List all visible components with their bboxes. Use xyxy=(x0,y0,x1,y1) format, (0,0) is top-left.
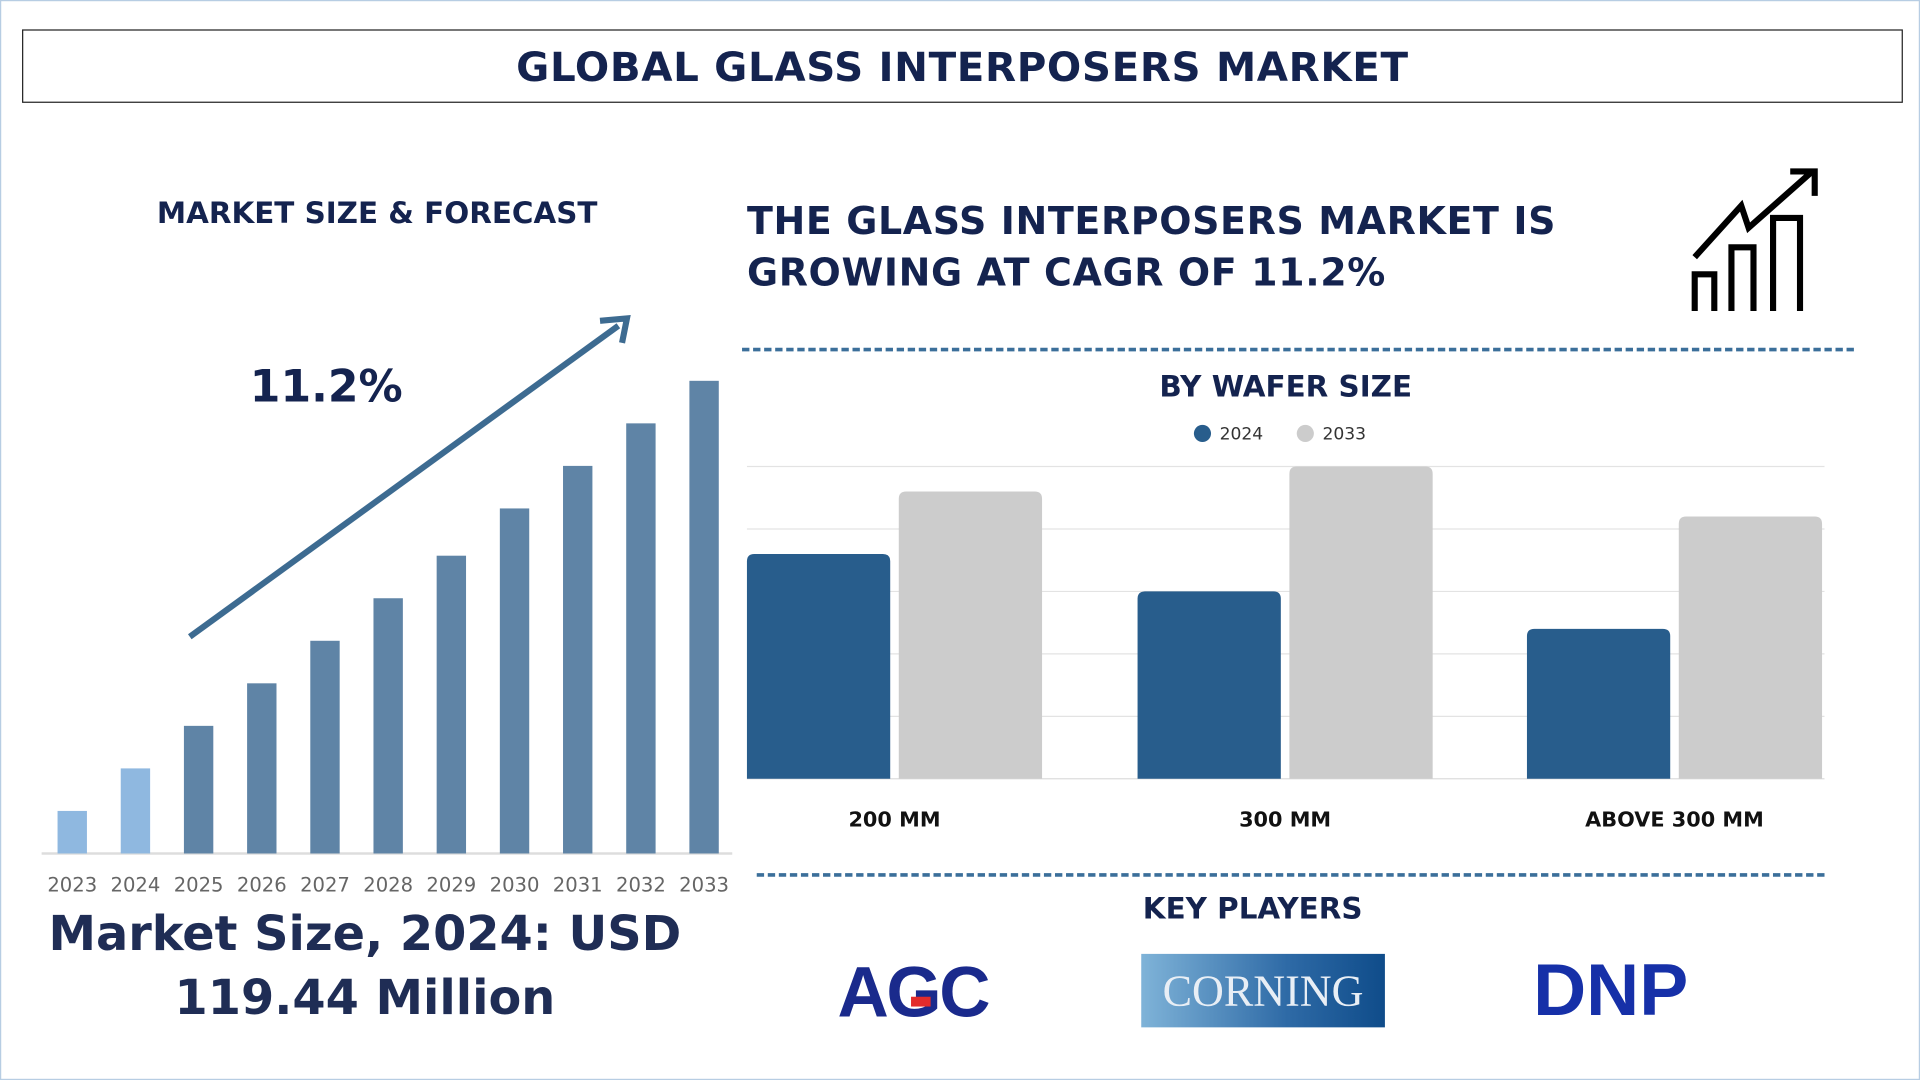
bar-2028 xyxy=(373,598,403,854)
bar-2033-ABOVE 300 MM xyxy=(1678,516,1823,779)
tick-label-2023: 2023 xyxy=(47,873,97,896)
bar-2030 xyxy=(499,508,530,854)
page-title: GLOBAL GLASS INTERPOSERS MARKET xyxy=(22,29,1903,103)
forecast-heading: MARKET SIZE & FORECAST xyxy=(156,195,598,231)
agc-logo-accent xyxy=(911,996,931,1007)
tick-label-2026: 2026 xyxy=(237,873,287,896)
divider xyxy=(742,347,1854,352)
bar-2026 xyxy=(247,683,277,854)
headline-line1: THE GLASS INTERPOSERS MARKET IS xyxy=(746,199,1557,244)
legend-label-2033: 2033 xyxy=(1322,425,1366,445)
market-size-line1: Market Size, 2024: USD xyxy=(48,907,682,963)
bar-2027 xyxy=(310,640,340,854)
tick-label-2028: 2028 xyxy=(363,873,413,896)
bar-2024-ABOVE 300 MM xyxy=(1526,628,1671,779)
bar-2029 xyxy=(436,555,467,854)
bar-2024 xyxy=(120,768,151,854)
tick-label-2027: 2027 xyxy=(300,873,350,896)
tick-label-2032: 2032 xyxy=(616,873,666,896)
category-label: ABOVE 300 MM xyxy=(1585,808,1764,832)
category-label: 300 MM xyxy=(1239,808,1331,832)
corning-logo: CORNING xyxy=(1141,953,1385,1028)
wafer-chart-title: BY WAFER SIZE xyxy=(1159,369,1413,405)
bar-2033-200 MM xyxy=(898,491,1043,779)
arrow-head-icon xyxy=(599,314,631,344)
wafer-size-chart: 200 MM 300 MM ABOVE 300 MM 2024 2033 xyxy=(746,424,1825,832)
bar-2033-300 MM xyxy=(1289,466,1433,779)
cagr-annotation: 11.2% xyxy=(249,362,403,413)
market-size-text: Market Size, 2024: USD 119.44 Million xyxy=(0,904,730,1031)
legend-marker-2033 xyxy=(1296,424,1314,443)
cagr-headline: THE GLASS INTERPOSERS MARKET IS GROWING … xyxy=(747,196,1556,299)
bar-2032 xyxy=(626,423,656,854)
tick-label-2024: 2024 xyxy=(111,873,161,896)
tick-label-2025: 2025 xyxy=(174,873,224,896)
tick-label-2029: 2029 xyxy=(426,873,476,896)
key-players-heading: KEY PLAYERS xyxy=(1142,891,1363,926)
bar-2024-300 MM xyxy=(1137,591,1281,779)
divider xyxy=(756,873,1825,877)
market-size-line2: 119.44 Million xyxy=(174,971,556,1027)
bar-2024-200 MM xyxy=(746,553,891,779)
dnp-logo: DNP xyxy=(1533,948,1689,1032)
legend-marker-2024 xyxy=(1193,424,1212,443)
tick-label-2031: 2031 xyxy=(553,873,603,896)
tick-label-2033: 2033 xyxy=(679,873,729,896)
legend-label-2024: 2024 xyxy=(1220,425,1264,445)
tick-label-2030: 2030 xyxy=(490,873,540,896)
bar-2031 xyxy=(563,465,593,854)
headline-line2: GROWING AT CAGR OF 11.2% xyxy=(746,251,1386,296)
bar-2025 xyxy=(183,725,214,854)
growth-chart-icon xyxy=(1691,168,1818,312)
agc-logo-text: AGC xyxy=(837,952,991,1033)
category-label: 200 MM xyxy=(848,808,940,832)
agc-logo: AGC xyxy=(837,952,991,1034)
bar-2023 xyxy=(57,810,87,854)
bar-2033 xyxy=(689,380,719,854)
trend-arrow xyxy=(187,323,621,640)
market-size-chart: 2023 2024 2025 2026 2027 2028 2029 2030 2031 2032… xyxy=(41,314,733,896)
